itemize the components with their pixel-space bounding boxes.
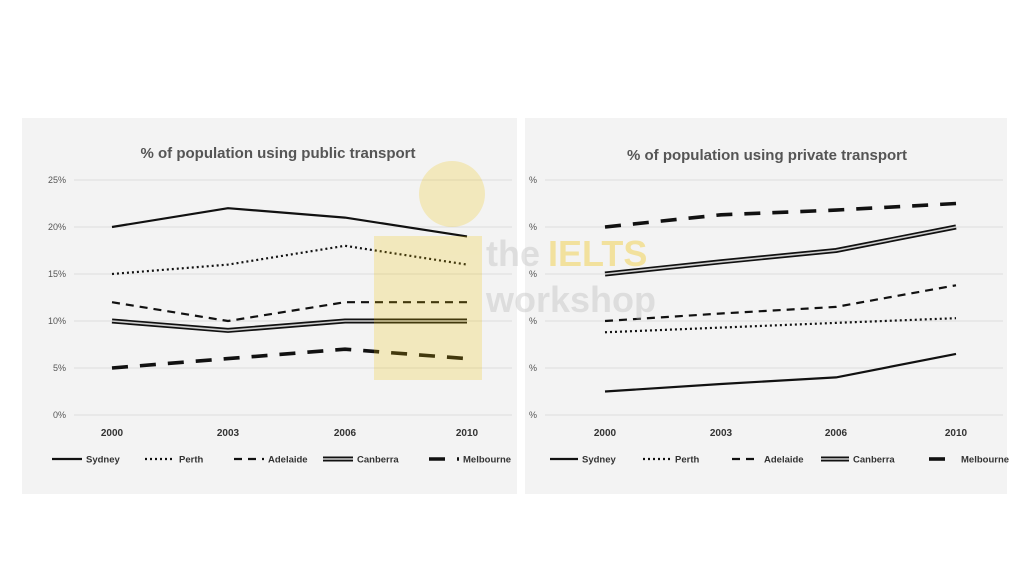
x-tick-label: 2003 [217,428,240,439]
legend-label-adelaide: Adelaide [764,455,804,466]
series-line-canberra [604,224,957,277]
y-tick-label: % [529,410,537,420]
series-line-sydney [604,352,957,393]
legend-label-canberra: Canberra [853,455,895,466]
y-tick-label: % [529,269,537,279]
y-tick-label: % [529,363,537,373]
legend-label-sydney: Sydney [86,455,121,466]
y-tick-label: % [529,316,537,326]
private-transport-chart: % of population using private transport%… [529,147,1009,466]
y-tick-label: 15% [48,269,66,279]
x-tick-label: 2010 [456,428,479,439]
private-transport-chart-panel: % of population using private transport%… [525,118,1009,494]
x-tick-label: 2006 [825,428,848,439]
y-tick-label: % [529,175,537,185]
legend-label-perth: Perth [675,455,699,466]
series-line-melbourne [111,347,468,370]
chart-title: % of population using public transport [141,145,416,162]
y-tick-label: 20% [48,222,66,232]
x-tick-label: 2000 [594,428,617,439]
public-transport-chart-panel: % of population using public transport 0%… [22,118,517,494]
y-tick-label: 0% [53,410,66,420]
series-line-inner-canberra [604,226,957,275]
series-line-adelaide [604,284,957,323]
y-tick-label: 25% [48,175,66,185]
legend-label-adelaide: Adelaide [268,455,308,466]
chart-title: % of population using private transport [627,147,907,164]
series-line-sydney [111,207,468,238]
series-line-melbourne [604,201,957,229]
legend-label-sydney: Sydney [582,455,617,466]
series-line-inner-canberra [111,320,467,332]
legend-label-canberra: Canberra [357,455,399,466]
x-tick-label: 2010 [945,428,968,439]
y-tick-label: 5% [53,363,66,373]
x-tick-label: 2003 [710,428,733,439]
legend-label-perth: Perth [179,455,203,466]
series-line-adelaide [111,301,467,323]
x-tick-label: 2000 [101,428,124,439]
y-tick-label: % [529,222,537,232]
legend-label-melbourne: Melbourne [463,455,511,466]
public-transport-chart: % of population using public transport 0%… [48,145,512,466]
series-line-perth [111,244,468,276]
legend-label-melbourne: Melbourne [961,455,1009,466]
y-tick-label: 10% [48,316,66,326]
series-line-perth [604,317,957,334]
x-tick-label: 2006 [334,428,357,439]
